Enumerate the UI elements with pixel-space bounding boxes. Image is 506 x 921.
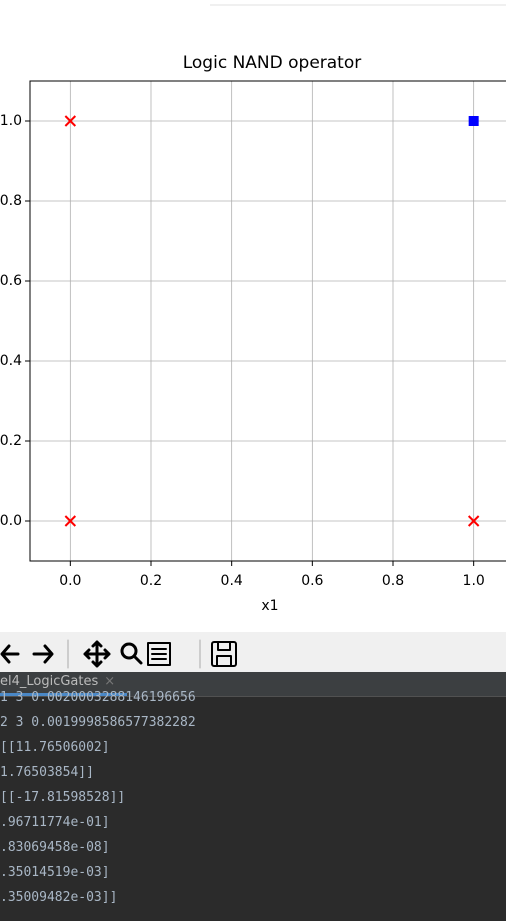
forward-button[interactable] [32, 644, 54, 664]
configure-button[interactable] [147, 642, 171, 666]
pan-button[interactable] [83, 640, 111, 668]
y-tick-label: 0.6 [0, 273, 22, 289]
point [64, 515, 77, 527]
x-tick-label: 0.0 [59, 573, 81, 589]
point [468, 116, 479, 126]
y-tick-label: 0.2 [0, 433, 22, 449]
x-tick-label: 1.0 [463, 573, 485, 589]
toolbar-icons [0, 639, 237, 669]
console-line: [[-17.81598528]] [0, 790, 126, 805]
tab-close[interactable]: × [104, 674, 116, 689]
back-button[interactable] [0, 644, 20, 664]
console-line: .35014519e-03] [0, 865, 110, 880]
y-tick-label: 0.4 [0, 353, 22, 369]
console-line: .83069458e-08] [0, 840, 110, 855]
console-line: 2 3 0.0019998586577382282 [0, 715, 196, 730]
y-tick-label: 0.0 [0, 513, 22, 529]
x-tick-label: 0.8 [382, 573, 404, 589]
x-axis-label: x1 [261, 598, 278, 614]
chart: Logic NAND operator x1 0.0 0.2 0.4 0.6 0.8 1.… [0, 4, 506, 614]
console-tab[interactable]: el4_LogicGates × [0, 672, 128, 696]
point [467, 515, 480, 527]
y-tick-label: 1.0 [0, 113, 22, 129]
console-line: [[11.76506002] [0, 740, 110, 755]
x-tick-label: 0.6 [301, 573, 323, 589]
console-line: .96711774e-01] [0, 815, 110, 830]
tab-title: el4_LogicGates [0, 674, 99, 689]
tab-bar: el4_LogicGates × [0, 672, 506, 697]
chart-title: Logic NAND operator [183, 53, 362, 73]
console-line: 1 3 0.0020003288146196656 [0, 690, 196, 705]
x-tick-label: 0.2 [140, 573, 162, 589]
toolbar [0, 632, 506, 672]
save-button[interactable] [211, 641, 237, 667]
x-tick-label: 0.4 [221, 573, 243, 589]
y-tick-label: 0.8 [0, 193, 22, 209]
point [64, 115, 77, 127]
console-line: 1.76503854]] [0, 765, 94, 780]
console-line: .35009482e-03]] [0, 890, 118, 905]
console: el4_LogicGates × 1 3 0.002000328814619665… [0, 672, 506, 921]
plot-frame [29, 80, 506, 562]
zoom-button[interactable] [120, 642, 143, 665]
